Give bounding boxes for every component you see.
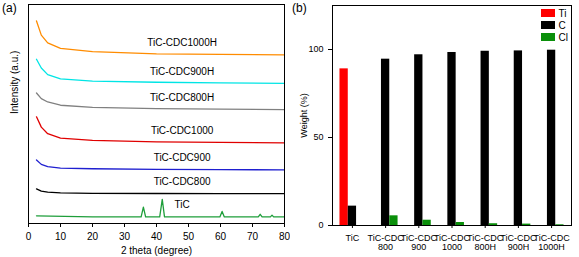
svg-text:TiC-CDC800: TiC-CDC800 [368, 233, 405, 252]
svg-text:TiC-CDC800H: TiC-CDC800H [150, 92, 214, 103]
svg-text:70: 70 [247, 231, 259, 242]
svg-text:10: 10 [55, 231, 67, 242]
svg-text:80: 80 [279, 231, 290, 242]
svg-text:TiC-CDC900: TiC-CDC900 [401, 233, 438, 252]
html-text:(b): (b) [292, 1, 307, 15]
svg-text:TiC: TiC [346, 233, 360, 243]
svg-text:20: 20 [87, 231, 99, 242]
svg-text:TiC-CDC900H: TiC-CDC900H [150, 66, 214, 77]
html-text:Cl: Cl [558, 31, 568, 43]
svg-text:Intensity (a.u.): Intensity (a.u.) [9, 51, 20, 114]
svg-text:Weight (%): Weight (%) [299, 93, 309, 137]
svg-text:TiC-CDC800H: TiC-CDC800H [467, 233, 504, 252]
svg-text:TiC-CDC1000: TiC-CDC1000 [151, 125, 214, 136]
svg-text:0: 0 [318, 220, 323, 230]
svg-text:30: 30 [119, 231, 131, 242]
svg-text:TiC-CDC900H: TiC-CDC900H [500, 233, 537, 252]
svg-text:0: 0 [26, 231, 32, 242]
html-text:(a): (a) [2, 1, 17, 15]
svg-text:TiC-CDC1000: TiC-CDC1000 [434, 233, 471, 252]
svg-text:TiC-CDC1000H: TiC-CDC1000H [147, 37, 217, 48]
svg-text:TiC: TiC [175, 199, 190, 210]
svg-text:2 theta (degree): 2 theta (degree) [121, 245, 192, 256]
html-text:C: C [558, 19, 566, 31]
svg-text:40: 40 [151, 231, 163, 242]
svg-text:50: 50 [313, 132, 323, 142]
svg-text:TiC-CDC1000H: TiC-CDC1000H [533, 233, 570, 252]
svg-text:50: 50 [183, 231, 195, 242]
svg-text:100: 100 [308, 44, 323, 54]
svg-text:TiC-CDC900: TiC-CDC900 [154, 152, 211, 163]
html-text:Ti: Ti [558, 7, 567, 19]
svg-text:TiC-CDC800: TiC-CDC800 [154, 176, 211, 187]
svg-text:60: 60 [215, 231, 227, 242]
